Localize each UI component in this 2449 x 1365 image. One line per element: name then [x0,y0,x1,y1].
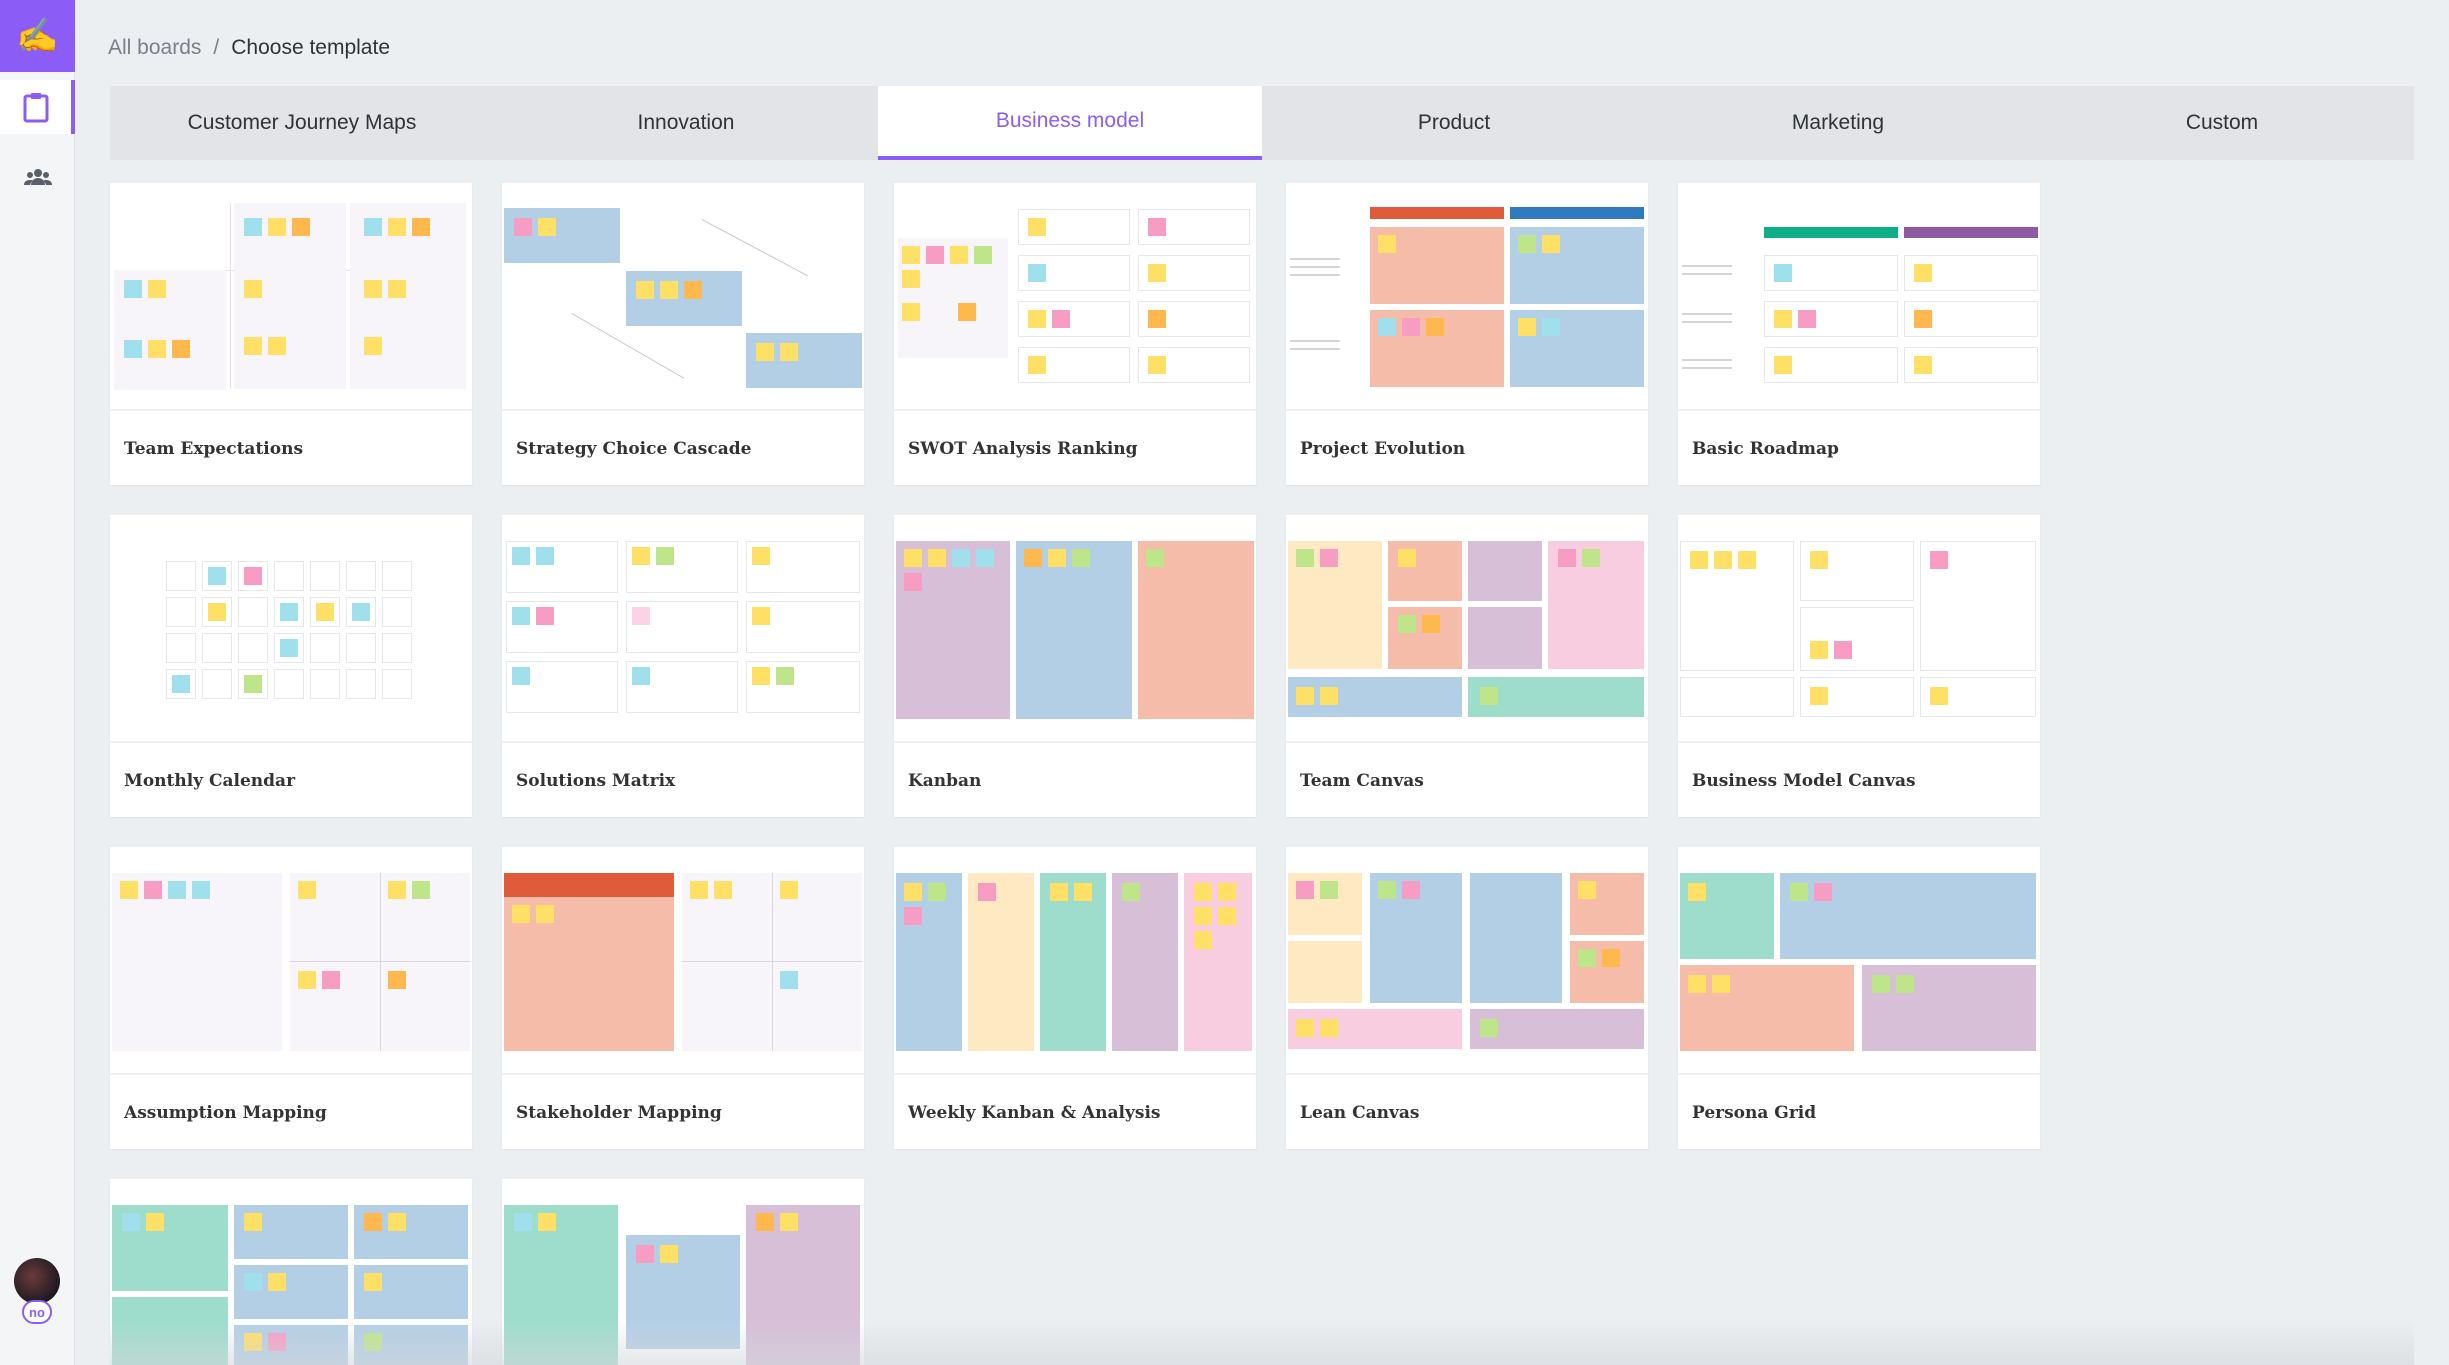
user-initials-badge: no [22,1300,52,1324]
left-sidebar: ✍ no [0,0,75,1365]
calendar-cell [202,669,232,699]
calendar-cell [166,633,196,663]
template-preview [1678,515,2040,743]
template-preview [110,1179,472,1365]
template-preview [894,847,1256,1075]
template-title: Team Canvas [1300,771,1424,791]
calendar-cell [382,561,412,591]
calendar-cell [202,561,232,591]
template-title: Team Expectations [124,439,304,459]
template-preview [502,1179,864,1365]
calendar-cell [310,561,340,591]
calendar-cell [202,597,232,627]
breadcrumb-separator: / [213,36,220,59]
calendar-cell [346,597,376,627]
calendar-cell [274,669,304,699]
template-card-persona-grid[interactable]: Persona Grid [1678,847,2040,1149]
tab-innovation[interactable]: Innovation [637,111,735,134]
template-title: Solutions Matrix [516,771,676,791]
template-preview [1286,183,1648,411]
calendar-cell [166,597,196,627]
calendar-cell [382,669,412,699]
template-title: Stakeholder Mapping [516,1103,722,1123]
logo-icon: ✍ [16,17,59,55]
template-title: Monthly Calendar [124,771,296,791]
calendar-cell [202,633,232,663]
template-title: Business Model Canvas [1692,771,1916,791]
boards-nav-item[interactable] [0,80,75,134]
calendar-cell [238,597,268,627]
template-preview [502,183,864,411]
calendar-cell [238,561,268,591]
template-preview [110,183,472,411]
template-preview [1678,847,2040,1075]
template-title: Strategy Choice Cascade [516,439,752,459]
template-card-strategy-choice-cascade[interactable]: Strategy Choice Cascade [502,183,864,485]
template-card-weekly-kanban-analysis[interactable]: Weekly Kanban & Analysis [894,847,1256,1149]
template-preview [502,847,864,1075]
template-title: Assumption Mapping [124,1103,327,1123]
template-preview [1678,183,2040,411]
clipboard-icon [23,93,48,123]
template-card-monthly-calendar[interactable]: Monthly Calendar [110,515,472,817]
tab-business-model[interactable]: Business model [878,86,1262,160]
template-title: Persona Grid [1692,1103,1817,1123]
calendar-cell [382,633,412,663]
calendar-cell [310,597,340,627]
calendar-cell [274,561,304,591]
team-nav-item[interactable] [0,150,75,204]
template-preview [502,515,864,743]
template-preview [1286,847,1648,1075]
calendar-cell [310,633,340,663]
breadcrumb-current: Choose template [231,36,390,59]
template-card-kanban[interactable]: Kanban [894,515,1256,817]
template-card-row4-1[interactable] [110,1179,472,1365]
calendar-cell [346,561,376,591]
template-card-solutions-matrix[interactable]: Solutions Matrix [502,515,864,817]
template-card-swot-analysis-ranking[interactable]: SWOT Analysis Ranking [894,183,1256,485]
calendar-cell [346,669,376,699]
template-category-tabs: Customer Journey Maps Innovation Busines… [110,86,2414,160]
template-card-basic-roadmap[interactable]: Basic Roadmap [1678,183,2040,485]
template-title: Basic Roadmap [1692,439,1839,459]
template-card-business-model-canvas[interactable]: Business Model Canvas [1678,515,2040,817]
template-preview [894,183,1256,411]
calendar-cell [274,597,304,627]
template-card-team-expectations[interactable]: Team Expectations [110,183,472,485]
template-card-stakeholder-mapping[interactable]: Stakeholder Mapping [502,847,864,1149]
template-title: Weekly Kanban & Analysis [908,1103,1161,1123]
tab-custom[interactable]: Custom [2185,111,2259,134]
calendar-cell [166,669,196,699]
template-preview [110,847,472,1075]
template-title: Kanban [908,771,982,791]
breadcrumb-all-boards-link[interactable]: All boards [108,36,202,59]
tab-customer-journey-maps[interactable]: Customer Journey Maps [187,111,417,134]
template-card-team-canvas[interactable]: Team Canvas [1286,515,1648,817]
tab-marketing[interactable]: Marketing [1791,111,1885,134]
template-preview [110,515,472,743]
calendar-cell [166,561,196,591]
calendar-cell [382,597,412,627]
calendar-cell [346,633,376,663]
template-card-lean-canvas[interactable]: Lean Canvas [1286,847,1648,1149]
tab-product[interactable]: Product [1417,111,1491,134]
calendar-cell [310,669,340,699]
app-logo[interactable]: ✍ [0,0,75,72]
template-card-project-evolution[interactable]: Project Evolution [1286,183,1648,485]
template-title: Lean Canvas [1300,1103,1420,1123]
calendar-cell [238,633,268,663]
template-title: Project Evolution [1300,439,1466,459]
template-preview [1286,515,1648,743]
user-avatar[interactable] [14,1258,60,1304]
breadcrumb: All boards / Choose template [108,36,390,60]
users-icon [23,169,52,185]
calendar-cell [238,669,268,699]
template-title: SWOT Analysis Ranking [908,439,1138,459]
template-preview [894,515,1256,743]
template-card-assumption-mapping[interactable]: Assumption Mapping [110,847,472,1149]
template-card-row4-2[interactable] [502,1179,864,1365]
calendar-cell [274,633,304,663]
